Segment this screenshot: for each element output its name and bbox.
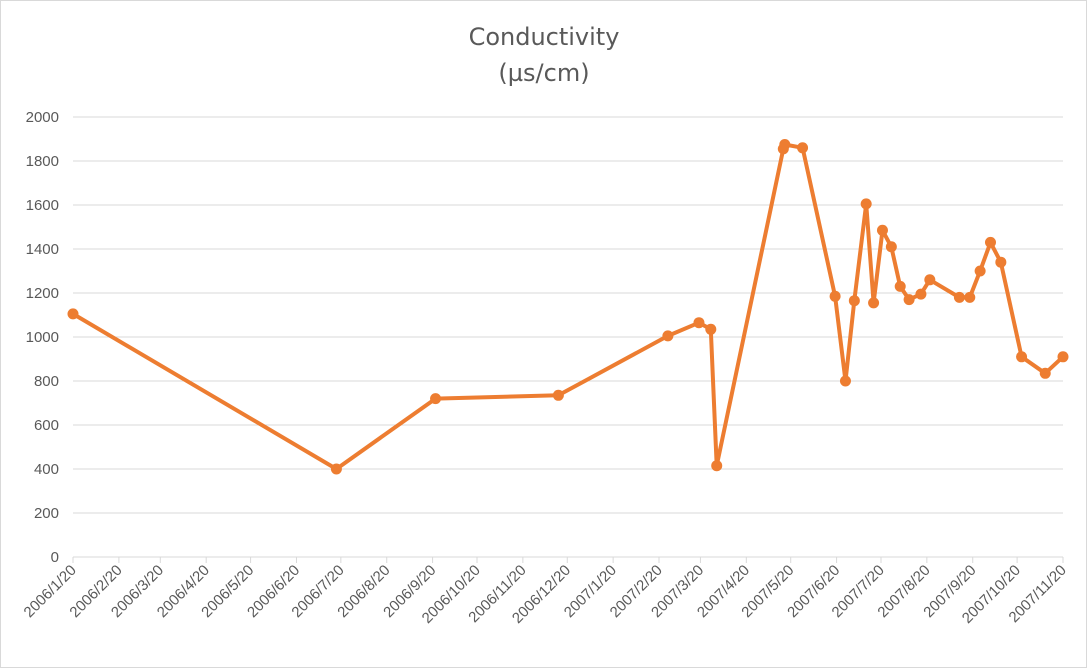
data-point bbox=[860, 198, 872, 210]
data-point bbox=[984, 236, 996, 248]
data-point bbox=[330, 463, 342, 475]
data-point bbox=[662, 330, 674, 342]
data-point bbox=[1057, 351, 1069, 363]
y-tick-label: 400 bbox=[34, 461, 59, 478]
data-point bbox=[711, 460, 723, 472]
chart-subtitle: (µs/cm) bbox=[498, 59, 589, 87]
y-axis: 0 200 400 600 800 1000 1200 1400 1600 1800 2000 bbox=[26, 109, 59, 566]
data-point bbox=[67, 308, 79, 320]
y-tick-label: 2000 bbox=[26, 109, 59, 126]
data-point bbox=[903, 294, 915, 306]
chart-title: Conductivity bbox=[469, 23, 620, 51]
y-tick-label: 800 bbox=[34, 373, 59, 390]
y-tick-label: 1600 bbox=[26, 197, 59, 214]
data-point bbox=[779, 139, 791, 150]
y-tick-label: 1000 bbox=[26, 329, 59, 346]
data-point bbox=[693, 317, 705, 329]
y-tick-label: 1800 bbox=[26, 153, 59, 170]
series-line bbox=[71, 142, 1065, 471]
series bbox=[67, 139, 1069, 475]
data-point bbox=[995, 256, 1007, 268]
gridlines bbox=[73, 116, 1063, 514]
data-point bbox=[705, 323, 717, 335]
data-point bbox=[974, 265, 986, 277]
data-point bbox=[876, 224, 888, 236]
y-tick-label: 200 bbox=[34, 505, 59, 522]
y-tick-label: 1400 bbox=[26, 241, 59, 258]
data-point bbox=[797, 142, 809, 154]
data-point bbox=[1016, 351, 1028, 363]
data-point bbox=[964, 291, 976, 303]
data-point bbox=[885, 241, 897, 253]
x-axis bbox=[72, 556, 1064, 563]
data-point bbox=[848, 295, 860, 307]
data-point bbox=[1039, 367, 1051, 379]
y-tick-label: 0 bbox=[51, 549, 59, 566]
data-point bbox=[915, 288, 927, 300]
data-point bbox=[829, 290, 841, 302]
data-point bbox=[839, 375, 851, 387]
y-tick-label: 600 bbox=[34, 417, 59, 434]
data-point bbox=[894, 280, 906, 292]
data-point bbox=[552, 389, 564, 401]
x-axis-labels: 2006/1/202006/2/202006/3/202006/4/202006… bbox=[21, 562, 1070, 627]
y-tick-label: 1200 bbox=[26, 285, 59, 302]
data-point bbox=[430, 393, 442, 405]
data-point bbox=[868, 297, 880, 309]
data-point bbox=[953, 291, 965, 303]
data-point bbox=[924, 274, 936, 286]
